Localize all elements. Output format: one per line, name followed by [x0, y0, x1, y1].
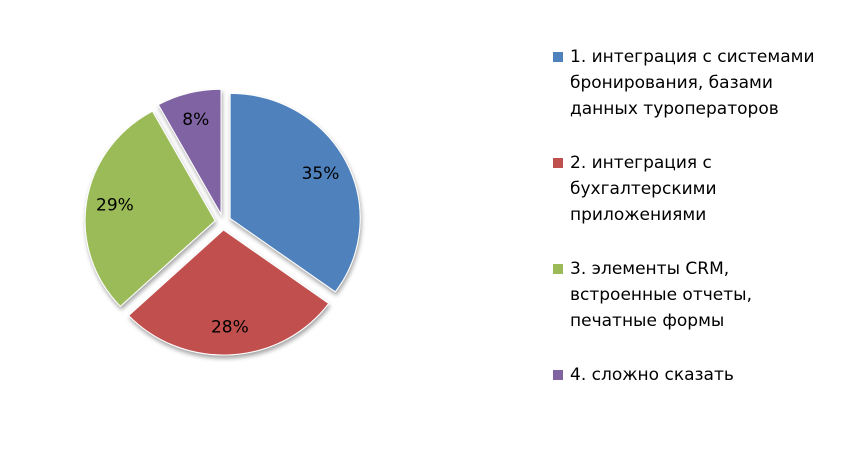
data-label: 28%: [211, 317, 249, 337]
legend-swatch: [553, 370, 563, 380]
legend-swatch: [553, 264, 563, 274]
legend-label: 4. сложно сказать: [570, 365, 734, 385]
pie-slice: [84, 110, 216, 308]
data-label: 29%: [96, 195, 134, 215]
legend-label: 3. элементы CRM, встроенные отчеты, печа…: [570, 259, 752, 331]
legend-swatch: [553, 158, 563, 168]
data-label: 35%: [302, 164, 340, 184]
legend-label: 2. интеграция с бухгалтерскими приложени…: [570, 153, 717, 225]
legend: 1. интеграция с системами бронирования, …: [553, 44, 833, 416]
legend-item: 3. элементы CRM, встроенные отчеты, печа…: [553, 256, 833, 334]
legend-item: 2. интеграция с бухгалтерскими приложени…: [553, 150, 833, 228]
pie-slice: [157, 88, 222, 217]
pie-slice: [229, 92, 361, 293]
data-label: 8%: [182, 110, 209, 130]
legend-label: 1. интеграция с системами бронирования, …: [570, 47, 815, 119]
slices: [84, 88, 361, 356]
legend-item: 4. сложно сказать: [553, 362, 833, 388]
legend-swatch: [553, 52, 563, 62]
legend-item: 1. интеграция с системами бронирования, …: [553, 44, 833, 122]
pie-slice: [128, 229, 330, 356]
